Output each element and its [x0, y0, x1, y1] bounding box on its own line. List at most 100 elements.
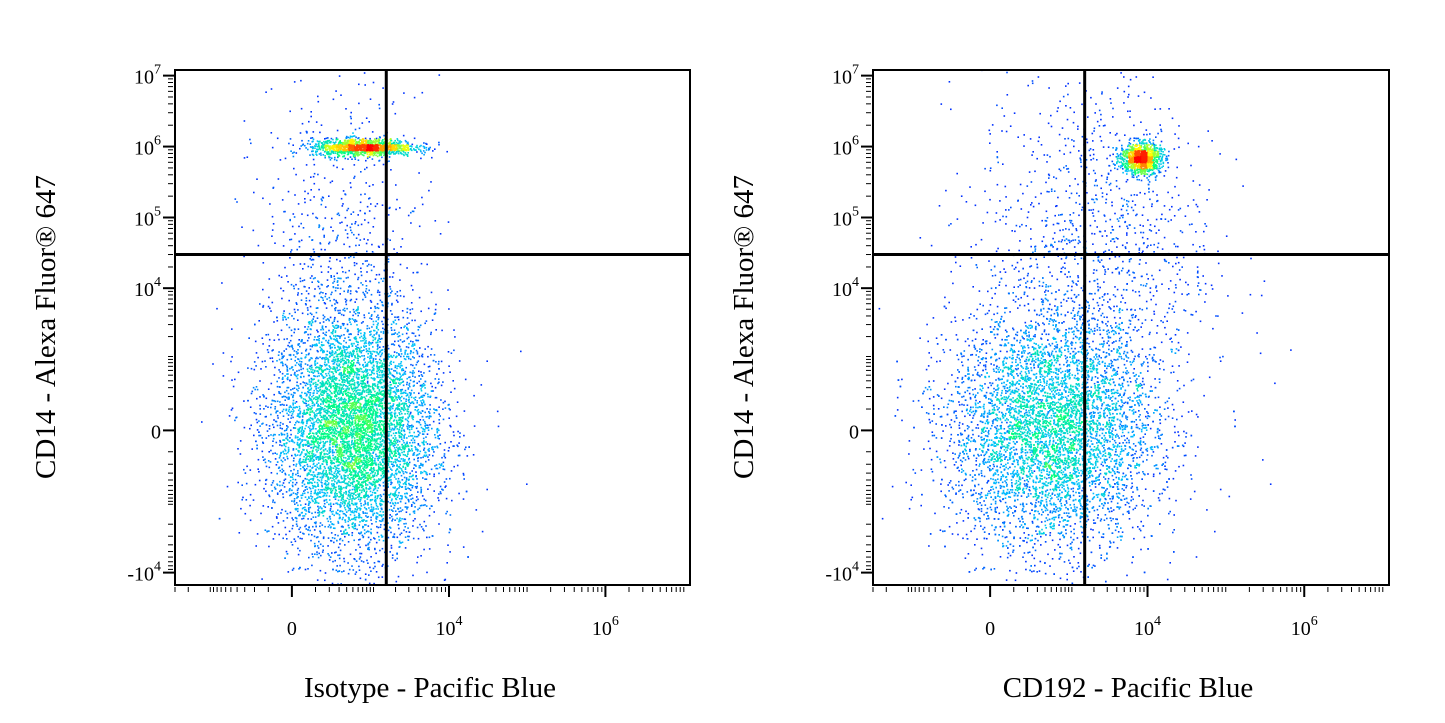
event-dot [280, 276, 283, 278]
event-dot [335, 327, 338, 329]
event-dot [360, 532, 362, 534]
event-dot [450, 352, 453, 354]
event-dot [292, 369, 294, 371]
event-dot [325, 331, 328, 334]
event-dot [387, 214, 390, 216]
event-dot [422, 400, 425, 402]
event-dot [353, 262, 356, 264]
event-dot [413, 371, 415, 374]
event-dot [315, 469, 317, 471]
event-dot [424, 425, 426, 427]
event-dot [379, 479, 382, 482]
event-dot [343, 513, 346, 515]
event-dot [413, 431, 415, 434]
event-dot [287, 386, 290, 389]
event-dot [373, 562, 376, 564]
event-dot [289, 479, 292, 482]
event-dot [391, 474, 393, 476]
event-dot [315, 536, 318, 539]
event-dot [340, 360, 343, 363]
event-dot [316, 412, 318, 415]
event-dot [287, 446, 290, 449]
event-dot [364, 337, 367, 340]
event-dot [362, 337, 364, 339]
event-dot [290, 334, 293, 337]
event-dot [350, 333, 352, 336]
event-dot [354, 128, 357, 131]
event-dot [410, 284, 413, 287]
event-dot [351, 565, 353, 567]
event-dot [447, 351, 450, 353]
event-dot [305, 524, 307, 527]
event-dot [357, 609, 359, 611]
event-dot [309, 529, 311, 532]
event-dot [448, 308, 450, 310]
event-dot [355, 497, 357, 499]
event-dot [278, 274, 280, 277]
event-dot [347, 562, 349, 564]
event-dot [419, 467, 422, 469]
event-dot [290, 393, 293, 396]
event-dot [349, 461, 352, 464]
event-dot [398, 344, 400, 347]
event-dot [417, 360, 420, 362]
event-dot [413, 512, 416, 514]
event-dot [286, 396, 288, 399]
event-dot [438, 74, 441, 76]
event-dot [400, 542, 402, 544]
event-dot [292, 492, 295, 494]
event-dot [368, 548, 370, 551]
event-dot [318, 467, 320, 470]
event-dot [398, 372, 401, 374]
event-dot [323, 456, 325, 459]
event-dot [382, 474, 385, 477]
event-dot [305, 147, 307, 149]
event-dot [286, 427, 288, 430]
event-dot [390, 468, 392, 470]
event-dot [340, 377, 342, 379]
event-dot [375, 508, 377, 510]
event-dot [358, 384, 360, 386]
event-dot [339, 309, 341, 312]
event-dot [392, 445, 395, 447]
event-dot [305, 467, 308, 470]
event-dot [328, 351, 331, 353]
event-dot [312, 476, 315, 478]
event-dot [262, 343, 264, 345]
event-dot [345, 346, 347, 348]
event-dot [456, 444, 458, 447]
event-dot [318, 408, 321, 410]
event-dot [314, 364, 316, 367]
event-dot [351, 525, 354, 528]
event-dot [408, 398, 410, 401]
event-dot [334, 338, 336, 341]
event-dot [325, 441, 327, 443]
event-dot [256, 429, 259, 431]
event-dot [335, 352, 337, 354]
event-dot [350, 415, 352, 417]
event-dot [355, 309, 357, 312]
event-dot [313, 182, 316, 185]
event-dot [367, 589, 369, 591]
event-dot [317, 350, 319, 353]
event-dot [371, 361, 374, 364]
event-dot [310, 495, 312, 497]
event-dot [424, 411, 426, 414]
event-dot [356, 516, 358, 518]
event-dot [318, 225, 321, 227]
event-dot [314, 385, 316, 388]
event-dot [390, 395, 392, 398]
event-dot [335, 473, 338, 475]
event-dot [407, 453, 409, 455]
event-dot [337, 472, 340, 474]
event-dot [319, 467, 322, 470]
event-dot [273, 433, 275, 436]
event-dot [317, 285, 320, 288]
event-dot [312, 500, 314, 503]
event-dot [350, 117, 352, 120]
event-dot [392, 503, 394, 505]
event-dot [393, 507, 395, 509]
event-dot [297, 413, 299, 415]
event-dot [331, 537, 334, 539]
event-dot [380, 524, 382, 526]
